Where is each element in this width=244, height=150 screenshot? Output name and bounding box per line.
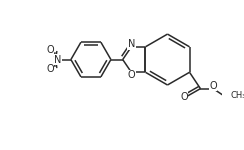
Text: O: O xyxy=(180,92,188,102)
Text: O: O xyxy=(46,64,54,74)
Text: CH₃: CH₃ xyxy=(230,91,244,100)
Text: O: O xyxy=(209,81,217,91)
Text: N: N xyxy=(54,55,62,64)
Text: N: N xyxy=(128,39,135,49)
Text: O: O xyxy=(46,45,54,56)
Text: O: O xyxy=(128,70,135,80)
